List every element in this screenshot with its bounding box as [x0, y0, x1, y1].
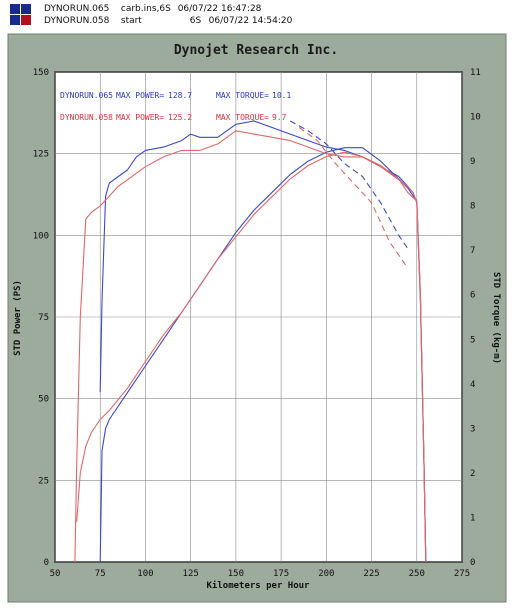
- y-tick-label: 50: [38, 395, 49, 405]
- y-axis-label: STD Power (PS): [13, 280, 23, 356]
- x-tick-label: 50: [50, 569, 61, 579]
- x-tick-label: 175: [273, 569, 289, 579]
- y2-tick-label: 9: [470, 157, 475, 167]
- annotation-max-power-label: MAX POWER=: [116, 91, 164, 100]
- x-axis-label: Kilometers per Hour: [207, 580, 311, 591]
- run-swatch-blue-bottom: [10, 15, 20, 25]
- annotation-run-2: DYNORUN.058 MAX POWER= 125.2 MAX TORQUE=…: [60, 113, 287, 122]
- y2-tick-labels: 0 1 2 3 4 5 6 7 8 9 10 11: [470, 68, 481, 568]
- run-datetime: 06/07/22 16:47:28: [177, 4, 262, 14]
- y-tick-label: 75: [38, 313, 49, 323]
- series-lines: [74, 120, 427, 563]
- run-line-1: DYNORUN.065 carb.ins,6S 06/07/22 16:47:2…: [44, 4, 261, 14]
- y2-tick-label: 5: [470, 335, 475, 345]
- y2-tick-label: 10: [470, 113, 481, 123]
- annotation-max-power: 125.2: [168, 113, 192, 122]
- run-swatch-red-top: [21, 4, 31, 14]
- run-gear: 6S: [189, 16, 202, 26]
- run-swatch-blue-top: [10, 4, 20, 14]
- chart-title: Dynojet Research Inc.: [174, 43, 338, 58]
- y-tick-label: 0: [44, 558, 49, 568]
- run-note: carb.ins,6S: [120, 4, 171, 14]
- y2-tick-label: 6: [470, 291, 475, 301]
- annotation-max-power-label: MAX POWER=: [116, 113, 164, 122]
- run-file: DYNORUN.058: [44, 16, 110, 26]
- series-line-power: [74, 130, 427, 563]
- y2-tick-label: 1: [470, 513, 475, 523]
- annotation-max-power: 128.7: [168, 91, 192, 100]
- x-tick-label: 250: [409, 569, 425, 579]
- x-tick-label: 100: [137, 569, 153, 579]
- dyno-chart: Dynojet Research Inc. 50 75 100 125 150 175 20…: [7, 33, 507, 603]
- run-header: DYNORUN.065 carb.ins,6S 06/07/22 16:47:2…: [0, 0, 514, 30]
- series-line-torque: [76, 151, 427, 563]
- run-swatch-red-bottom: [21, 15, 31, 25]
- y2-tick-label: 3: [470, 424, 475, 434]
- annotation-run-name: DYNORUN.065: [60, 91, 113, 100]
- x-tick-labels: 50 75 100 125 150 175 200 225 250 275: [50, 569, 471, 579]
- run-datetime: 06/07/22 14:54:20: [208, 16, 293, 26]
- y2-tick-label: 2: [470, 469, 475, 479]
- y-tick-label: 125: [33, 150, 49, 160]
- grid-lines: [54, 71, 463, 563]
- y2-tick-label: 8: [470, 202, 475, 212]
- y-tick-label: 150: [33, 68, 49, 78]
- y2-tick-label: 11: [470, 68, 481, 78]
- series-line-torque: [99, 147, 427, 563]
- x-tick-label: 125: [183, 569, 199, 579]
- y-tick-label: 25: [38, 476, 49, 486]
- annotation-run-name: DYNORUN.058: [60, 113, 113, 122]
- y2-tick-label: 4: [470, 380, 475, 390]
- y-tick-labels: 0 25 50 75 100 125 150: [33, 68, 49, 568]
- y2-axis-label: STD Torque (kg-m): [491, 272, 501, 364]
- x-tick-label: 200: [318, 569, 334, 579]
- annotation-max-torque-label: MAX TORQUE=: [216, 91, 269, 100]
- annotation-max-torque: 9.7: [272, 113, 287, 122]
- x-tick-label: 275: [454, 569, 470, 579]
- annotation-run-1: DYNORUN.065 MAX POWER= 128.7 MAX TORQUE=…: [60, 91, 291, 100]
- series-line-power-extension: [298, 127, 409, 269]
- annotation-max-torque: 10.1: [272, 91, 291, 100]
- y2-tick-label: 0: [470, 558, 475, 568]
- y-tick-label: 100: [33, 231, 49, 241]
- run-file: DYNORUN.065: [44, 4, 110, 14]
- run-line-2: DYNORUN.058 start 6S 06/07/22 14:54:20: [44, 16, 292, 26]
- x-tick-label: 75: [95, 569, 106, 579]
- x-tick-label: 150: [228, 569, 244, 579]
- series-line-power-extension: [289, 120, 409, 249]
- run-note: start: [120, 16, 142, 26]
- y2-tick-label: 7: [470, 246, 475, 256]
- x-tick-label: 225: [363, 569, 379, 579]
- annotation-max-torque-label: MAX TORQUE=: [216, 113, 269, 122]
